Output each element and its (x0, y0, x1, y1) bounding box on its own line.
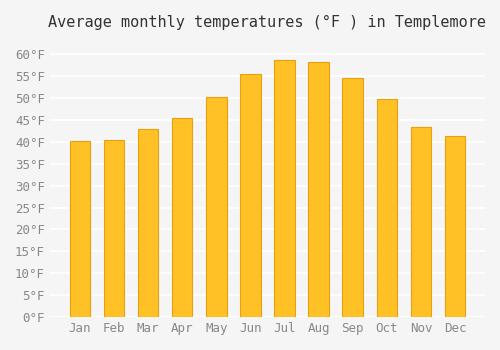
Title: Average monthly temperatures (°F ) in Templemore: Average monthly temperatures (°F ) in Te… (48, 15, 486, 30)
Bar (308, 62, 329, 317)
Bar (410, 127, 431, 317)
Bar (70, 141, 90, 317)
Bar (376, 99, 397, 317)
Bar (104, 140, 124, 317)
Bar (138, 130, 158, 317)
Bar (172, 118, 193, 317)
Bar (342, 78, 363, 317)
Bar (206, 97, 227, 317)
Bar (240, 74, 260, 317)
Bar (445, 135, 465, 317)
Bar (274, 60, 294, 317)
